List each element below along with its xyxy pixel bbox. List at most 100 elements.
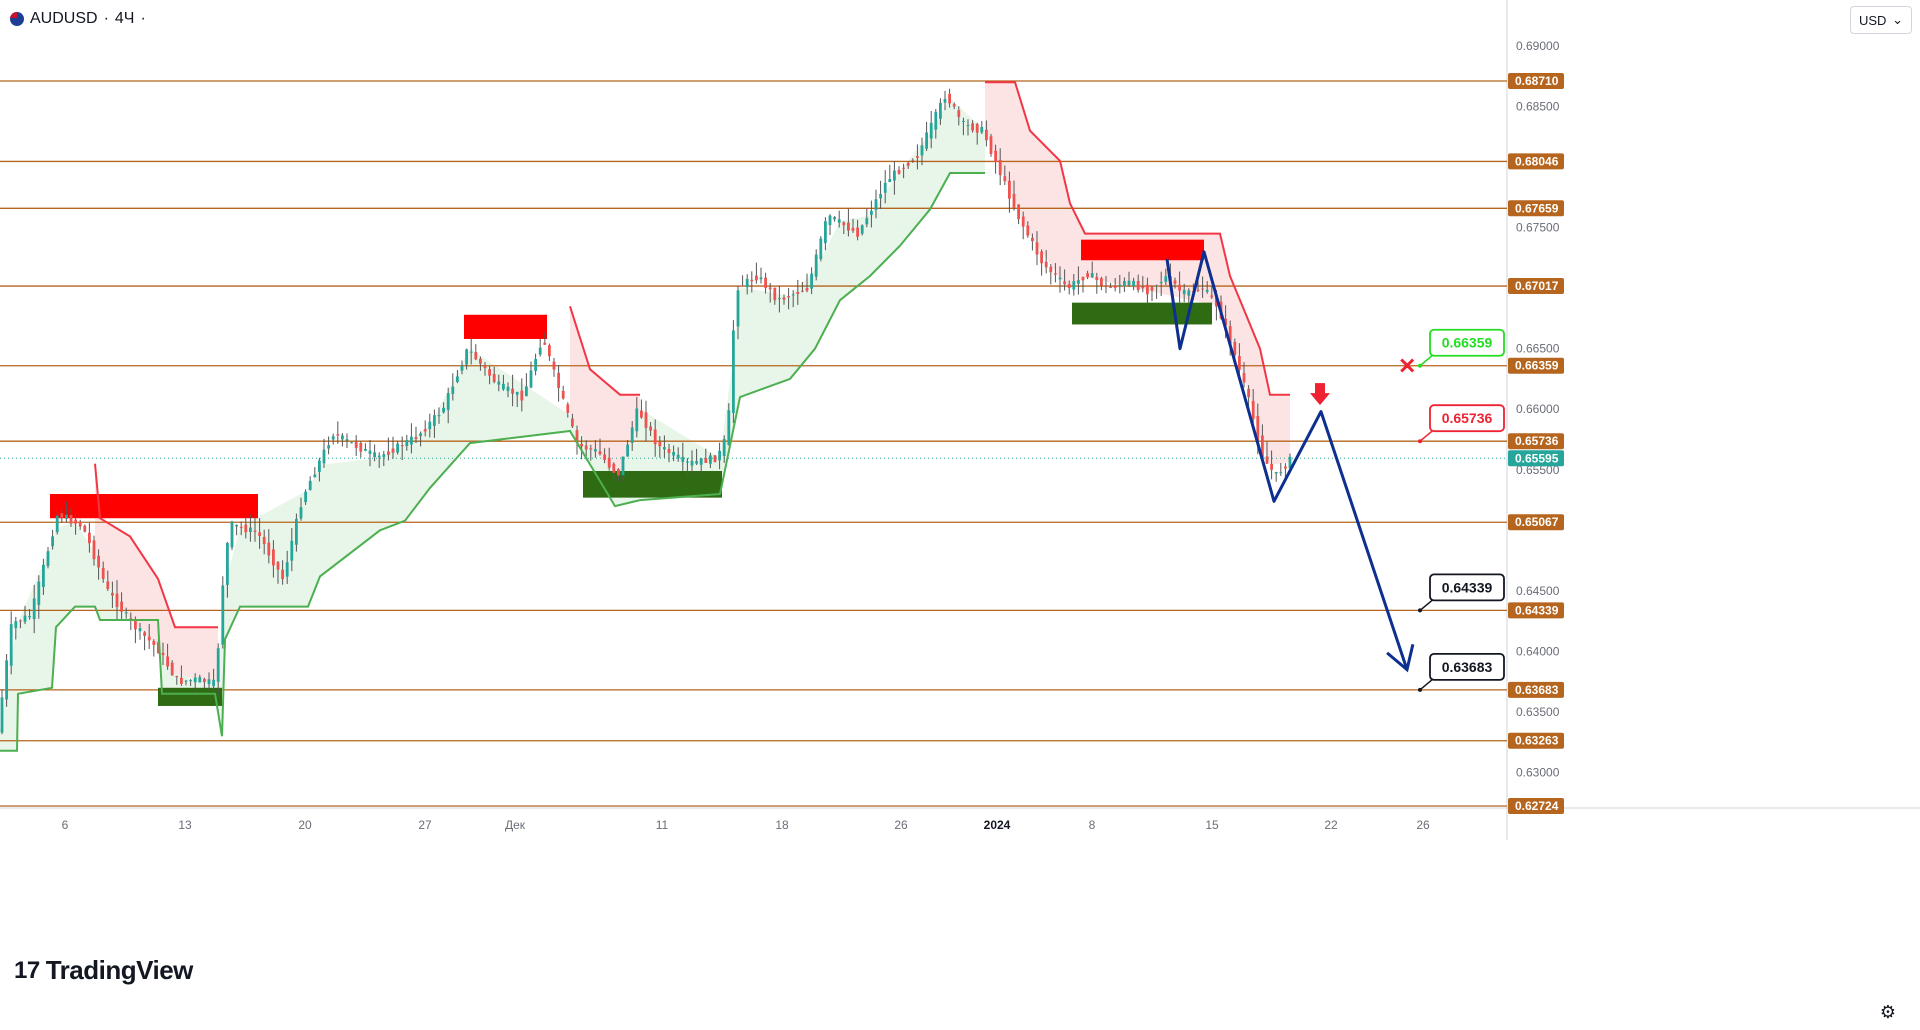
candle-body (1159, 282, 1163, 284)
candle-body (69, 515, 73, 524)
candle-body (801, 290, 804, 292)
candle-body (161, 652, 165, 656)
x-axis-tick: 18 (775, 818, 789, 832)
tradingview-logo[interactable]: 17 TradingView (14, 955, 193, 986)
candle-body (676, 454, 680, 459)
target-box (1429, 404, 1505, 433)
candle-body (469, 351, 473, 353)
price-level-badge (1508, 798, 1564, 814)
price-level-badge (1508, 732, 1564, 749)
candle-body (354, 441, 358, 448)
candle-body (580, 443, 583, 447)
candle-body (5, 660, 8, 700)
candle-body (612, 463, 616, 473)
price-level-badge (1508, 357, 1564, 374)
target-label: 0.66359 (1442, 335, 1493, 351)
supertrend-down-line (985, 81, 1290, 396)
candle-body (709, 455, 712, 464)
candle-body (948, 93, 951, 104)
candle-body (985, 129, 988, 141)
candle-body (106, 581, 110, 589)
candle-body (874, 199, 878, 210)
supply-zone (1081, 239, 1204, 261)
candle-body (727, 410, 731, 446)
candle-body (143, 632, 146, 636)
candle-body (962, 120, 965, 122)
candle-body (184, 680, 188, 682)
target-leader (1419, 430, 1433, 442)
candle-body (525, 386, 528, 397)
candle-body (193, 677, 197, 683)
candle-body (658, 441, 662, 447)
candle-body (152, 641, 156, 646)
candle-body (1058, 277, 1062, 280)
candle-body (290, 540, 294, 561)
candle-body (341, 435, 344, 440)
supply-zone (464, 314, 547, 339)
candle-body (267, 542, 271, 556)
candle-body (994, 150, 997, 162)
candle-body (170, 662, 174, 676)
candle-body (538, 347, 542, 355)
candle-body (584, 445, 588, 450)
candle-body (529, 370, 533, 388)
target-leader (1419, 599, 1433, 611)
candle-body (773, 287, 777, 301)
candle-body (621, 456, 625, 476)
candle-body (1104, 285, 1108, 287)
candle-body (561, 390, 565, 399)
candle-body (111, 592, 114, 596)
price-level-badge (1508, 278, 1564, 295)
candle-body (318, 460, 321, 472)
candle-body (814, 254, 818, 277)
candle-body (1044, 261, 1048, 268)
candle-body (603, 454, 606, 460)
down-arrow-icon (1310, 383, 1330, 406)
candle-body (0, 697, 4, 733)
candle-body (1127, 280, 1131, 285)
current-price-badge-label: 0.65595 (1515, 451, 1559, 465)
candle-body (1261, 435, 1264, 459)
candle-body (925, 132, 928, 149)
candle-body (548, 345, 551, 357)
candle-body (1256, 415, 1260, 442)
candle-body (166, 656, 169, 667)
candle-body (134, 620, 137, 630)
candle-body (474, 352, 478, 360)
candle-body (819, 238, 823, 260)
candle-body (359, 442, 363, 452)
candle-body (336, 434, 340, 436)
interval-label[interactable]: 4Ч (114, 10, 135, 27)
candle-body (1238, 356, 1241, 370)
candle-body (1210, 295, 1214, 298)
y-axis-tick: 0.64500 (1516, 584, 1560, 598)
candle-body (745, 278, 749, 288)
symbol-header[interactable]: AUDUSD · 4Ч · (10, 10, 146, 28)
candle-body (1146, 284, 1149, 295)
candle-body (1141, 286, 1145, 289)
settings-button[interactable]: ⚙ (1876, 1000, 1900, 1024)
candle-body (506, 386, 510, 391)
candle-body (23, 615, 27, 622)
candle-body (750, 279, 754, 282)
y-axis-tick: 0.63000 (1516, 766, 1560, 780)
candle-body (101, 567, 105, 579)
candle-body (465, 349, 468, 365)
candle-body (207, 679, 211, 685)
candle-body (543, 342, 547, 345)
candle-body (1017, 204, 1020, 220)
candle-body (778, 298, 781, 300)
candle-body (617, 469, 620, 476)
candle-body (920, 145, 924, 156)
candle-body (1081, 276, 1085, 281)
candle-body (78, 521, 82, 527)
candle-body (400, 445, 404, 447)
y-axis-tick: 0.63500 (1516, 705, 1560, 719)
candle-body (837, 219, 841, 223)
candle-body (1284, 466, 1287, 469)
candle-body (511, 388, 514, 394)
currency-select[interactable]: USD ⌄ (1850, 6, 1912, 34)
candle-body (865, 218, 869, 225)
candle-body (1049, 266, 1053, 273)
